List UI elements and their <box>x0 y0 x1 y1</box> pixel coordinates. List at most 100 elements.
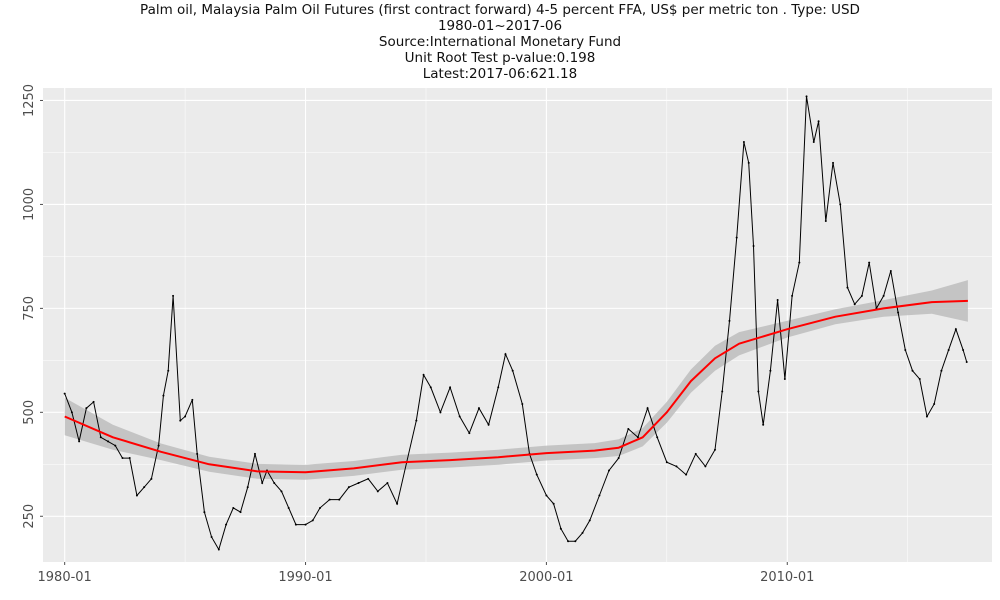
price-point <box>805 95 808 98</box>
price-point <box>752 245 755 247</box>
price-point <box>962 348 965 351</box>
price-point <box>735 236 738 239</box>
price-point <box>280 490 283 493</box>
price-point <box>386 482 389 484</box>
price-point <box>203 511 206 514</box>
price-point <box>656 436 659 439</box>
price-point <box>762 423 765 426</box>
price-point <box>468 432 471 435</box>
price-point <box>588 519 591 522</box>
price-point <box>860 294 863 297</box>
price-point <box>694 452 697 455</box>
price-point <box>92 400 95 403</box>
price-point <box>172 294 175 297</box>
price-point <box>581 531 584 534</box>
price-point <box>824 220 827 223</box>
price-point <box>853 303 856 306</box>
price-point <box>567 540 570 543</box>
x-tick-label: 2000-01 <box>519 570 573 585</box>
price-point <box>63 392 66 395</box>
price-point <box>422 373 425 376</box>
price-point <box>318 506 321 509</box>
price-point <box>477 407 480 410</box>
price-series-points <box>63 95 968 551</box>
price-point <box>157 444 160 447</box>
price-point <box>868 261 871 264</box>
price-point <box>179 419 182 422</box>
price-point <box>376 490 379 493</box>
price-point <box>458 415 461 418</box>
price-point <box>429 386 432 389</box>
price-point <box>487 423 490 426</box>
x-axis: 1980-01 1990-01 2000-01 2010-01 <box>38 562 814 585</box>
price-point <box>367 477 370 480</box>
x-tick-label: 1980-01 <box>38 570 92 585</box>
y-tick-label: 1250 <box>22 84 37 117</box>
price-point <box>608 469 611 472</box>
price-point <box>439 411 442 414</box>
price-point <box>167 369 170 372</box>
y-tick-label: 500 <box>22 400 37 425</box>
price-point <box>812 141 815 144</box>
price-point <box>817 120 820 123</box>
price-point <box>721 390 724 393</box>
price-point <box>704 465 707 468</box>
price-point <box>196 452 199 455</box>
price-point <box>627 427 630 430</box>
price-point <box>535 473 538 476</box>
y-axis: 250 500 750 1000 1250 <box>22 84 43 529</box>
price-point <box>338 498 341 501</box>
title-line-3: Source:International Monetary Fund <box>378 34 622 50</box>
smooth-trend-line <box>64 299 968 474</box>
y-tick-label: 250 <box>22 504 37 529</box>
price-point <box>521 403 524 405</box>
title-line-2: 1980-01~2017-06 <box>437 18 563 34</box>
price-point <box>304 523 307 526</box>
price-point <box>636 436 639 439</box>
price-point <box>143 486 146 489</box>
price-point <box>328 498 331 501</box>
price-point <box>210 536 213 539</box>
price-point <box>933 403 936 405</box>
price-point <box>552 502 555 505</box>
price-point <box>396 502 399 505</box>
price-point <box>287 506 290 509</box>
chart-title: Palm oil, Malaysia Palm Oil Futures (fir… <box>0 2 1000 82</box>
price-point <box>511 369 514 372</box>
price-point <box>121 457 124 460</box>
y-tick-label: 750 <box>22 296 37 321</box>
price-point <box>217 548 220 551</box>
y-tick-label: 1000 <box>22 188 37 221</box>
price-point <box>162 394 165 397</box>
price-point <box>965 361 968 364</box>
price-point <box>504 353 507 356</box>
price-point <box>646 407 649 410</box>
price-point <box>70 411 73 414</box>
price-point <box>769 369 772 372</box>
title-line-4: Unit Root Test p-value:0.198 <box>404 50 596 66</box>
price-point <box>150 477 153 480</box>
x-tick-label: 2010-01 <box>760 570 814 585</box>
price-point <box>947 348 950 351</box>
price-point <box>747 161 750 164</box>
price-point <box>253 452 256 455</box>
price-point <box>714 448 717 451</box>
price-point <box>897 311 900 314</box>
price-point <box>798 261 801 264</box>
price-point <box>904 348 907 351</box>
price-point <box>783 378 786 381</box>
price-point <box>347 486 350 489</box>
price-point <box>940 369 943 372</box>
price-point <box>911 369 914 372</box>
price-point <box>184 415 187 418</box>
x-tick-label: 1990-01 <box>278 570 332 585</box>
price-point <box>497 386 500 389</box>
price-point <box>273 482 276 484</box>
price-point <box>728 319 731 322</box>
price-point <box>791 294 794 297</box>
price-point <box>889 269 892 272</box>
price-point <box>954 328 957 331</box>
price-point <box>114 444 117 447</box>
